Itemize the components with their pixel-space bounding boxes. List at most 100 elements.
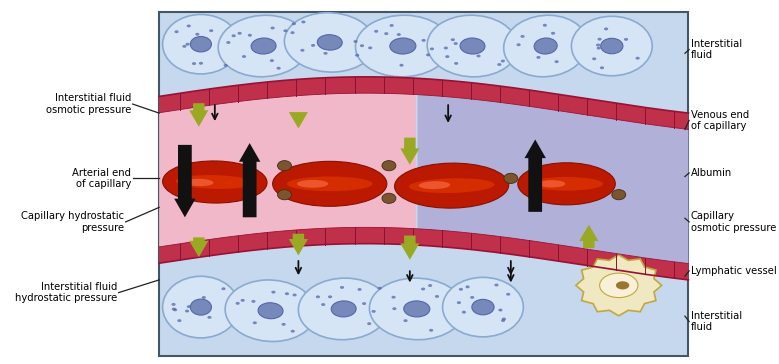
- Ellipse shape: [427, 15, 518, 77]
- Ellipse shape: [600, 273, 638, 298]
- Ellipse shape: [462, 311, 466, 314]
- Ellipse shape: [451, 38, 455, 41]
- Bar: [159, 12, 689, 356]
- Ellipse shape: [163, 15, 239, 74]
- Ellipse shape: [374, 30, 379, 33]
- Ellipse shape: [360, 44, 364, 47]
- Ellipse shape: [390, 24, 393, 27]
- Ellipse shape: [277, 161, 291, 171]
- Ellipse shape: [382, 161, 396, 171]
- Ellipse shape: [530, 177, 603, 191]
- Ellipse shape: [369, 278, 464, 340]
- Ellipse shape: [612, 190, 626, 200]
- Text: Venous end
of capillary: Venous end of capillary: [690, 110, 749, 131]
- Ellipse shape: [435, 295, 439, 298]
- Ellipse shape: [225, 280, 316, 341]
- Ellipse shape: [163, 161, 267, 203]
- Polygon shape: [159, 77, 689, 129]
- Ellipse shape: [252, 300, 256, 303]
- Ellipse shape: [190, 36, 211, 52]
- Ellipse shape: [241, 299, 245, 302]
- Ellipse shape: [404, 319, 407, 322]
- Text: Interstitial
fluid: Interstitial fluid: [690, 39, 742, 60]
- Ellipse shape: [426, 54, 430, 56]
- Text: Interstitial fluid
osmotic pressure: Interstitial fluid osmotic pressure: [46, 93, 131, 115]
- Polygon shape: [418, 95, 689, 264]
- Ellipse shape: [221, 287, 226, 290]
- Text: Interstitial fluid
hydrostatic pressure: Interstitial fluid hydrostatic pressure: [15, 282, 118, 304]
- Ellipse shape: [456, 301, 461, 304]
- Ellipse shape: [499, 309, 502, 312]
- Ellipse shape: [297, 180, 328, 188]
- Ellipse shape: [501, 319, 505, 322]
- Ellipse shape: [173, 308, 177, 311]
- Ellipse shape: [248, 34, 252, 37]
- Ellipse shape: [421, 288, 425, 290]
- Ellipse shape: [460, 38, 485, 54]
- Text: Lymphatic vessel: Lymphatic vessel: [690, 266, 776, 276]
- Ellipse shape: [292, 293, 297, 296]
- Ellipse shape: [459, 288, 463, 291]
- Ellipse shape: [192, 62, 196, 65]
- Ellipse shape: [501, 60, 505, 63]
- Ellipse shape: [600, 66, 604, 69]
- Ellipse shape: [472, 299, 494, 315]
- Ellipse shape: [242, 55, 246, 58]
- Ellipse shape: [597, 38, 601, 41]
- Ellipse shape: [340, 286, 344, 289]
- Ellipse shape: [273, 161, 387, 206]
- Ellipse shape: [315, 296, 320, 298]
- Ellipse shape: [506, 293, 510, 296]
- Ellipse shape: [258, 303, 283, 319]
- Text: Albumin: Albumin: [690, 168, 731, 178]
- Ellipse shape: [281, 323, 286, 326]
- Ellipse shape: [331, 301, 356, 317]
- Ellipse shape: [624, 38, 628, 41]
- Text: Capillary hydrostatic
pressure: Capillary hydrostatic pressure: [21, 211, 125, 233]
- Ellipse shape: [202, 296, 206, 299]
- Ellipse shape: [163, 276, 239, 338]
- Ellipse shape: [358, 288, 361, 291]
- Ellipse shape: [516, 43, 520, 46]
- Ellipse shape: [421, 39, 426, 42]
- Ellipse shape: [185, 309, 189, 312]
- Ellipse shape: [428, 284, 432, 287]
- Ellipse shape: [372, 310, 375, 313]
- Ellipse shape: [224, 64, 227, 67]
- Ellipse shape: [235, 302, 240, 305]
- Ellipse shape: [466, 285, 470, 288]
- Ellipse shape: [231, 34, 236, 37]
- Ellipse shape: [284, 13, 375, 72]
- Ellipse shape: [393, 307, 397, 310]
- Ellipse shape: [199, 62, 203, 65]
- Polygon shape: [576, 255, 661, 316]
- Ellipse shape: [538, 180, 566, 187]
- Ellipse shape: [291, 330, 294, 333]
- Ellipse shape: [368, 47, 372, 49]
- Ellipse shape: [311, 44, 315, 47]
- Ellipse shape: [176, 175, 254, 189]
- Ellipse shape: [251, 38, 276, 54]
- Ellipse shape: [543, 24, 547, 27]
- Ellipse shape: [534, 38, 557, 54]
- Ellipse shape: [196, 33, 199, 36]
- Ellipse shape: [298, 278, 389, 340]
- Ellipse shape: [555, 60, 559, 63]
- Ellipse shape: [277, 190, 291, 200]
- Ellipse shape: [238, 32, 241, 35]
- Ellipse shape: [378, 287, 382, 290]
- Ellipse shape: [419, 181, 450, 189]
- Ellipse shape: [185, 179, 213, 186]
- Ellipse shape: [409, 178, 495, 193]
- Ellipse shape: [520, 35, 524, 38]
- Ellipse shape: [495, 284, 499, 286]
- Ellipse shape: [446, 55, 449, 58]
- Ellipse shape: [596, 44, 600, 47]
- Ellipse shape: [323, 52, 328, 55]
- Ellipse shape: [362, 302, 366, 305]
- Ellipse shape: [291, 31, 294, 34]
- Ellipse shape: [226, 41, 231, 44]
- Ellipse shape: [537, 56, 541, 59]
- Ellipse shape: [271, 291, 276, 294]
- Ellipse shape: [172, 308, 176, 310]
